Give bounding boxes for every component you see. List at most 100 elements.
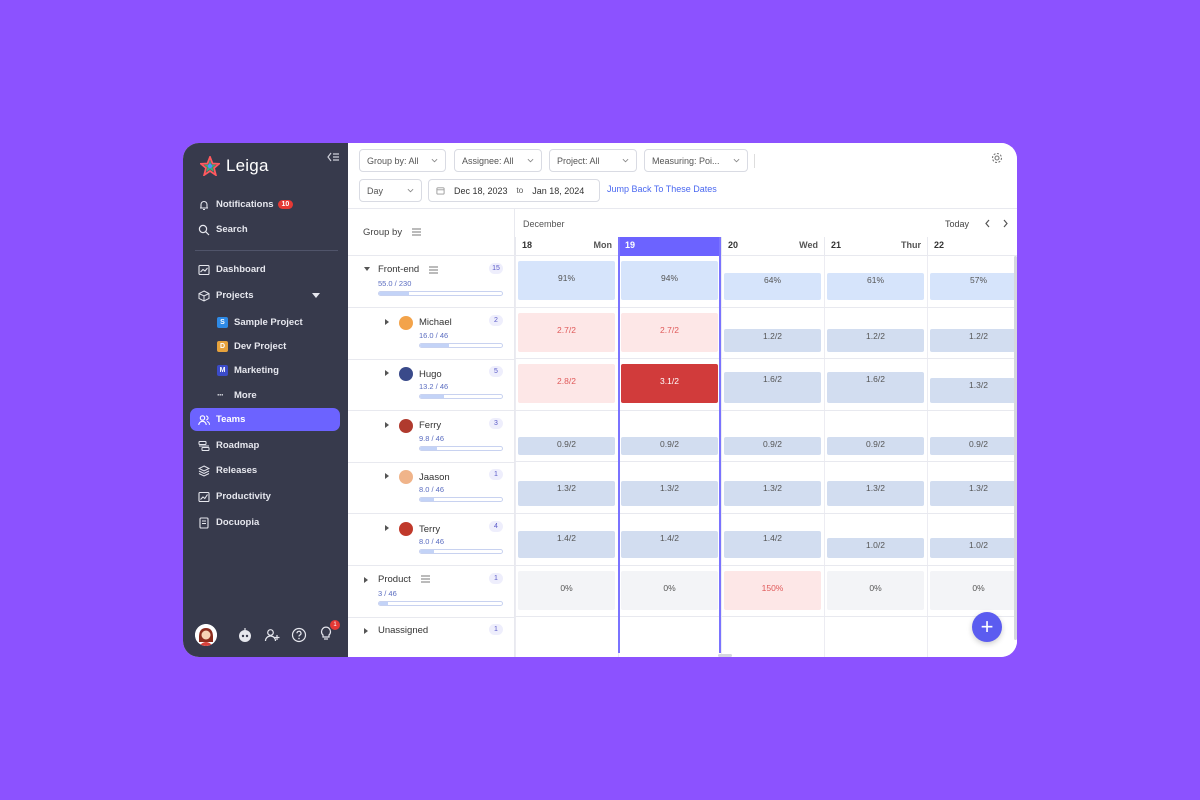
caret-right-icon[interactable] — [385, 318, 389, 325]
group-row[interactable]: Unassigned 1 — [348, 617, 515, 657]
nav-notifications[interactable]: Notifications 10 — [190, 193, 340, 216]
help-icon[interactable] — [291, 627, 307, 643]
timeline-header: December Today 18 Mon 19 20 Wed 21 Thur 22F — [515, 209, 1017, 256]
member-row[interactable]: Jaason 1 8.0 / 46 — [348, 462, 515, 515]
chevron-left-icon[interactable] — [984, 219, 991, 228]
caret-right-icon[interactable] — [385, 421, 389, 428]
project-label: More — [234, 389, 257, 401]
workload-cell[interactable]: 3.1/2 — [621, 364, 718, 404]
workload-cell[interactable]: 1.0/2 — [827, 538, 924, 558]
caret-right-icon[interactable] — [385, 525, 389, 531]
chevron-down-icon — [527, 158, 534, 163]
nav-dashboard[interactable]: Dashboard — [190, 258, 340, 281]
row-name-text: Michael — [419, 317, 452, 329]
list-icon[interactable] — [429, 266, 439, 274]
workload-cell[interactable]: 91% — [518, 261, 615, 300]
workload-cell[interactable]: 1.4/2 — [518, 531, 615, 558]
gear-icon[interactable] — [991, 152, 1003, 164]
workload-cell[interactable]: 2.8/2 — [518, 364, 615, 404]
workload-cell[interactable]: 0% — [621, 570, 718, 610]
nav-search[interactable]: Search — [190, 218, 340, 241]
chevron-right-icon[interactable] — [1002, 219, 1009, 228]
row-count-badge: 15 — [489, 263, 503, 274]
project-item-more[interactable]: ··· More — [217, 385, 257, 405]
horizontal-scrollbar[interactable] — [718, 654, 732, 657]
list-icon[interactable] — [420, 575, 430, 583]
caret-right-icon[interactable] — [364, 628, 368, 635]
caret-right-icon[interactable] — [385, 473, 389, 480]
logo[interactable]: Leiga — [200, 156, 269, 176]
workload-cell[interactable]: 61% — [827, 273, 924, 300]
workload-cell[interactable]: 2.7/2 — [621, 312, 718, 352]
today-button[interactable]: Today — [945, 219, 970, 229]
bot-icon[interactable] — [237, 627, 253, 643]
tips-button[interactable]: 1 — [318, 619, 340, 646]
roadmap-icon — [198, 440, 210, 451]
workload-cell[interactable]: 1.4/2 — [724, 531, 821, 558]
workload-cell[interactable]: 0% — [930, 570, 1017, 610]
workload-cell[interactable]: 57% — [930, 273, 1017, 300]
project-item-dev[interactable]: D Dev Project — [217, 336, 286, 356]
collapse-sidebar-icon[interactable] — [327, 152, 339, 162]
workload-cell[interactable]: 1.3/2 — [827, 481, 924, 507]
nav-projects[interactable]: Projects — [190, 284, 340, 307]
workload-cell[interactable]: 0.9/2 — [827, 436, 924, 455]
member-row[interactable]: Terry 4 8.0 / 46 — [348, 514, 515, 566]
workload-cell[interactable]: 1.3/2 — [724, 481, 821, 507]
workload-cell[interactable]: 1.6/2 — [827, 372, 924, 404]
nav-releases[interactable]: Releases — [190, 459, 340, 482]
workload-cell[interactable]: 0.9/2 — [930, 436, 1017, 455]
row-capacity: 55.0 / 230 — [378, 279, 412, 288]
date-range-picker[interactable]: Dec 18, 2023 to Jan 18, 2024 — [428, 179, 600, 202]
workload-cell[interactable]: 0.9/2 — [621, 436, 718, 455]
vertical-scrollbar[interactable] — [1014, 256, 1017, 640]
workload-cell[interactable]: 2.7/2 — [518, 312, 615, 352]
workload-cell[interactable]: 1.6/2 — [724, 372, 821, 404]
workload-cell[interactable]: 64% — [724, 273, 821, 300]
add-user-icon[interactable] — [264, 627, 280, 643]
period-select[interactable]: Day — [359, 179, 422, 202]
workload-cell[interactable]: 0.9/2 — [518, 436, 615, 455]
assignee-filter[interactable]: Assignee: All — [454, 149, 542, 172]
measuring-filter[interactable]: Measuring: Poi... — [644, 149, 748, 172]
nav-roadmap[interactable]: Roadmap — [190, 434, 340, 457]
group-by-filter[interactable]: Group by: All — [359, 149, 446, 172]
nav-productivity[interactable]: Productivity — [190, 485, 340, 508]
project-item-sample[interactable]: S Sample Project — [217, 312, 303, 332]
workload-cell[interactable]: 0% — [827, 570, 924, 610]
member-row[interactable]: Ferry 3 9.8 / 46 — [348, 411, 515, 463]
workload-cell[interactable]: 1.3/2 — [621, 481, 718, 507]
workload-cell[interactable]: 0.9/2 — [724, 436, 821, 455]
capacity-bar-fill — [379, 292, 409, 295]
caret-right-icon[interactable] — [385, 370, 389, 377]
group-row[interactable]: Front-end 15 55.0 / 230 — [348, 256, 515, 308]
group-row[interactable]: Product 1 3 / 46 — [348, 566, 515, 618]
chevron-down-icon[interactable] — [312, 293, 320, 298]
workload-cell[interactable]: 0% — [518, 570, 615, 610]
member-row[interactable]: Hugo 5 13.2 / 46 — [348, 359, 515, 412]
workload-cell[interactable]: 94% — [621, 261, 718, 300]
caret-down-icon[interactable] — [364, 267, 370, 271]
caret-right-icon[interactable] — [364, 576, 368, 583]
member-row[interactable]: Michael 2 16.0 / 46 — [348, 308, 515, 360]
workload-cell[interactable]: 1.3/2 — [930, 481, 1017, 507]
sidebar-bottom-bar: 1 — [195, 619, 340, 647]
tips-badge: 1 — [330, 619, 340, 630]
user-avatar[interactable] — [195, 624, 217, 646]
add-button[interactable]: + — [972, 612, 1002, 642]
row-capacity: 13.2 / 46 — [419, 382, 449, 392]
nav-docuopia[interactable]: Docuopia — [190, 511, 340, 534]
project-item-marketing[interactable]: M Marketing — [217, 360, 279, 380]
project-filter[interactable]: Project: All — [549, 149, 637, 172]
nav-teams[interactable]: Teams — [190, 408, 340, 431]
workload-cell[interactable]: 150% — [724, 570, 821, 610]
workload-cell[interactable]: 1.4/2 — [621, 531, 718, 558]
workload-cell[interactable]: 1.2/2 — [930, 328, 1017, 352]
workload-cell[interactable]: 1.2/2 — [827, 328, 924, 352]
workload-cell[interactable]: 1.3/2 — [930, 378, 1017, 404]
list-icon[interactable] — [412, 228, 422, 236]
jump-back-link[interactable]: Jump Back To These Dates — [607, 184, 717, 194]
workload-cell[interactable]: 1.0/2 — [930, 538, 1017, 558]
workload-cell[interactable]: 1.3/2 — [518, 481, 615, 507]
workload-cell[interactable]: 1.2/2 — [724, 328, 821, 352]
